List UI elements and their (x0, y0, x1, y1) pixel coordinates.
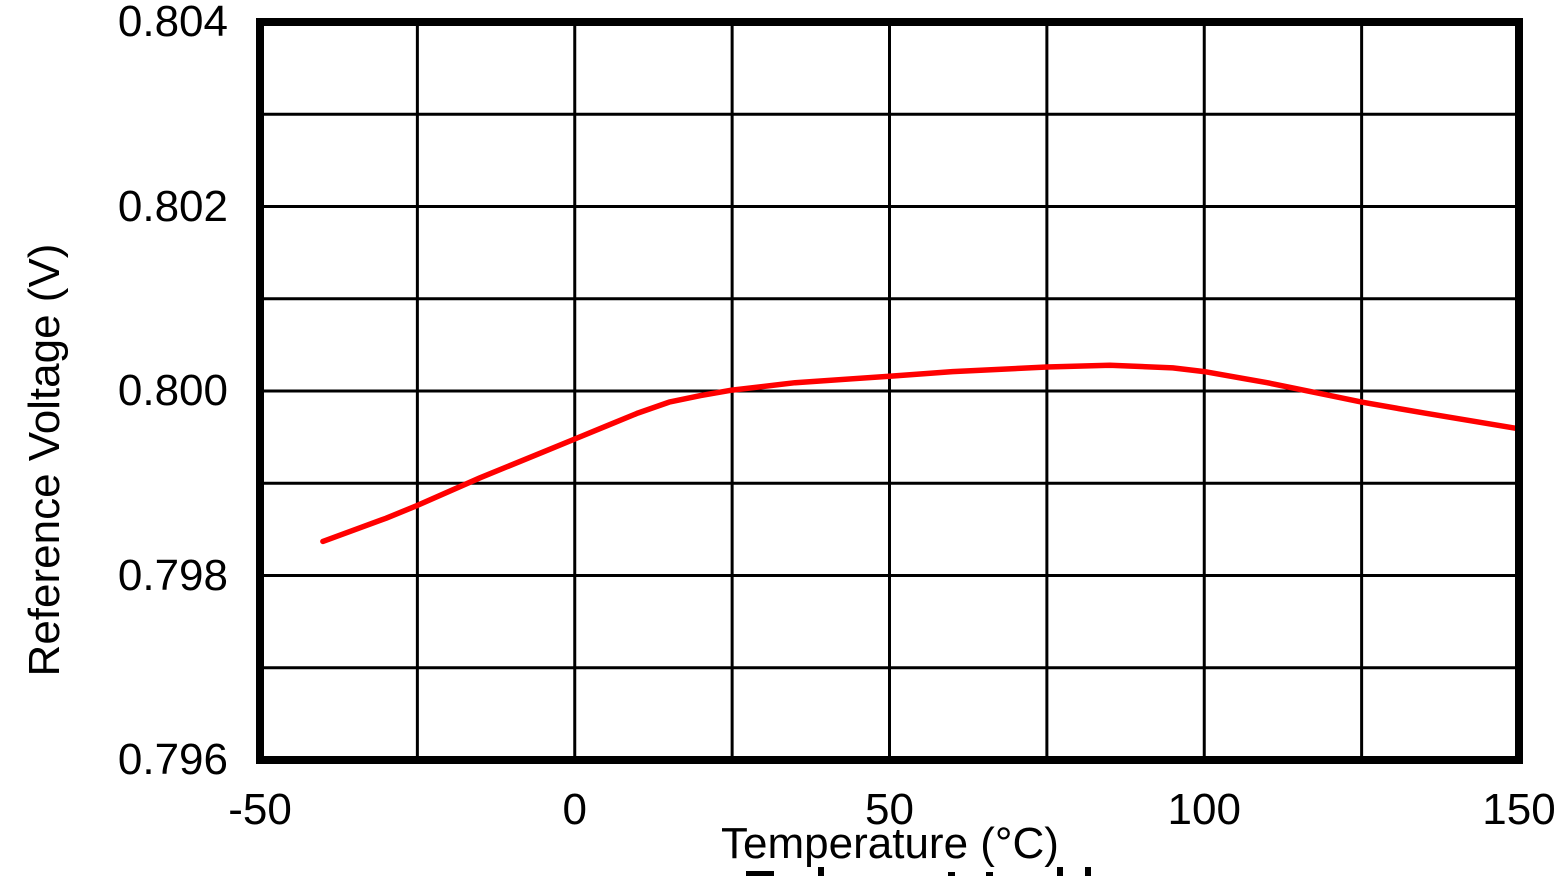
clipped-text-remnant (1057, 867, 1063, 876)
y-tick-label: 0.804 (117, 0, 228, 46)
clipped-text-remnant (746, 871, 774, 876)
y-axis-title: Reference Voltage (V) (20, 243, 69, 677)
y-tick-label: 0.798 (117, 550, 228, 600)
x-tick-label: 50 (865, 785, 914, 834)
y-tick-label: 0.802 (117, 181, 228, 231)
y-tick-label: 0.796 (117, 735, 228, 784)
clipped-text-remnant (818, 867, 824, 876)
y-tick-label: 0.800 (117, 366, 228, 415)
data-series-line (320, 362, 1522, 545)
clipped-text-remnant (986, 872, 993, 876)
plot-border (256, 18, 1523, 764)
x-axis-title: Temperature (°C) (721, 819, 1059, 868)
clipped-text-remnant (1085, 867, 1091, 876)
clipped-text-remnant (948, 872, 955, 876)
x-tick-label: 100 (1167, 785, 1241, 834)
x-tick-label: 0 (562, 785, 587, 834)
x-tick-label: 150 (1482, 785, 1556, 834)
x-tick-label: -50 (228, 785, 292, 834)
